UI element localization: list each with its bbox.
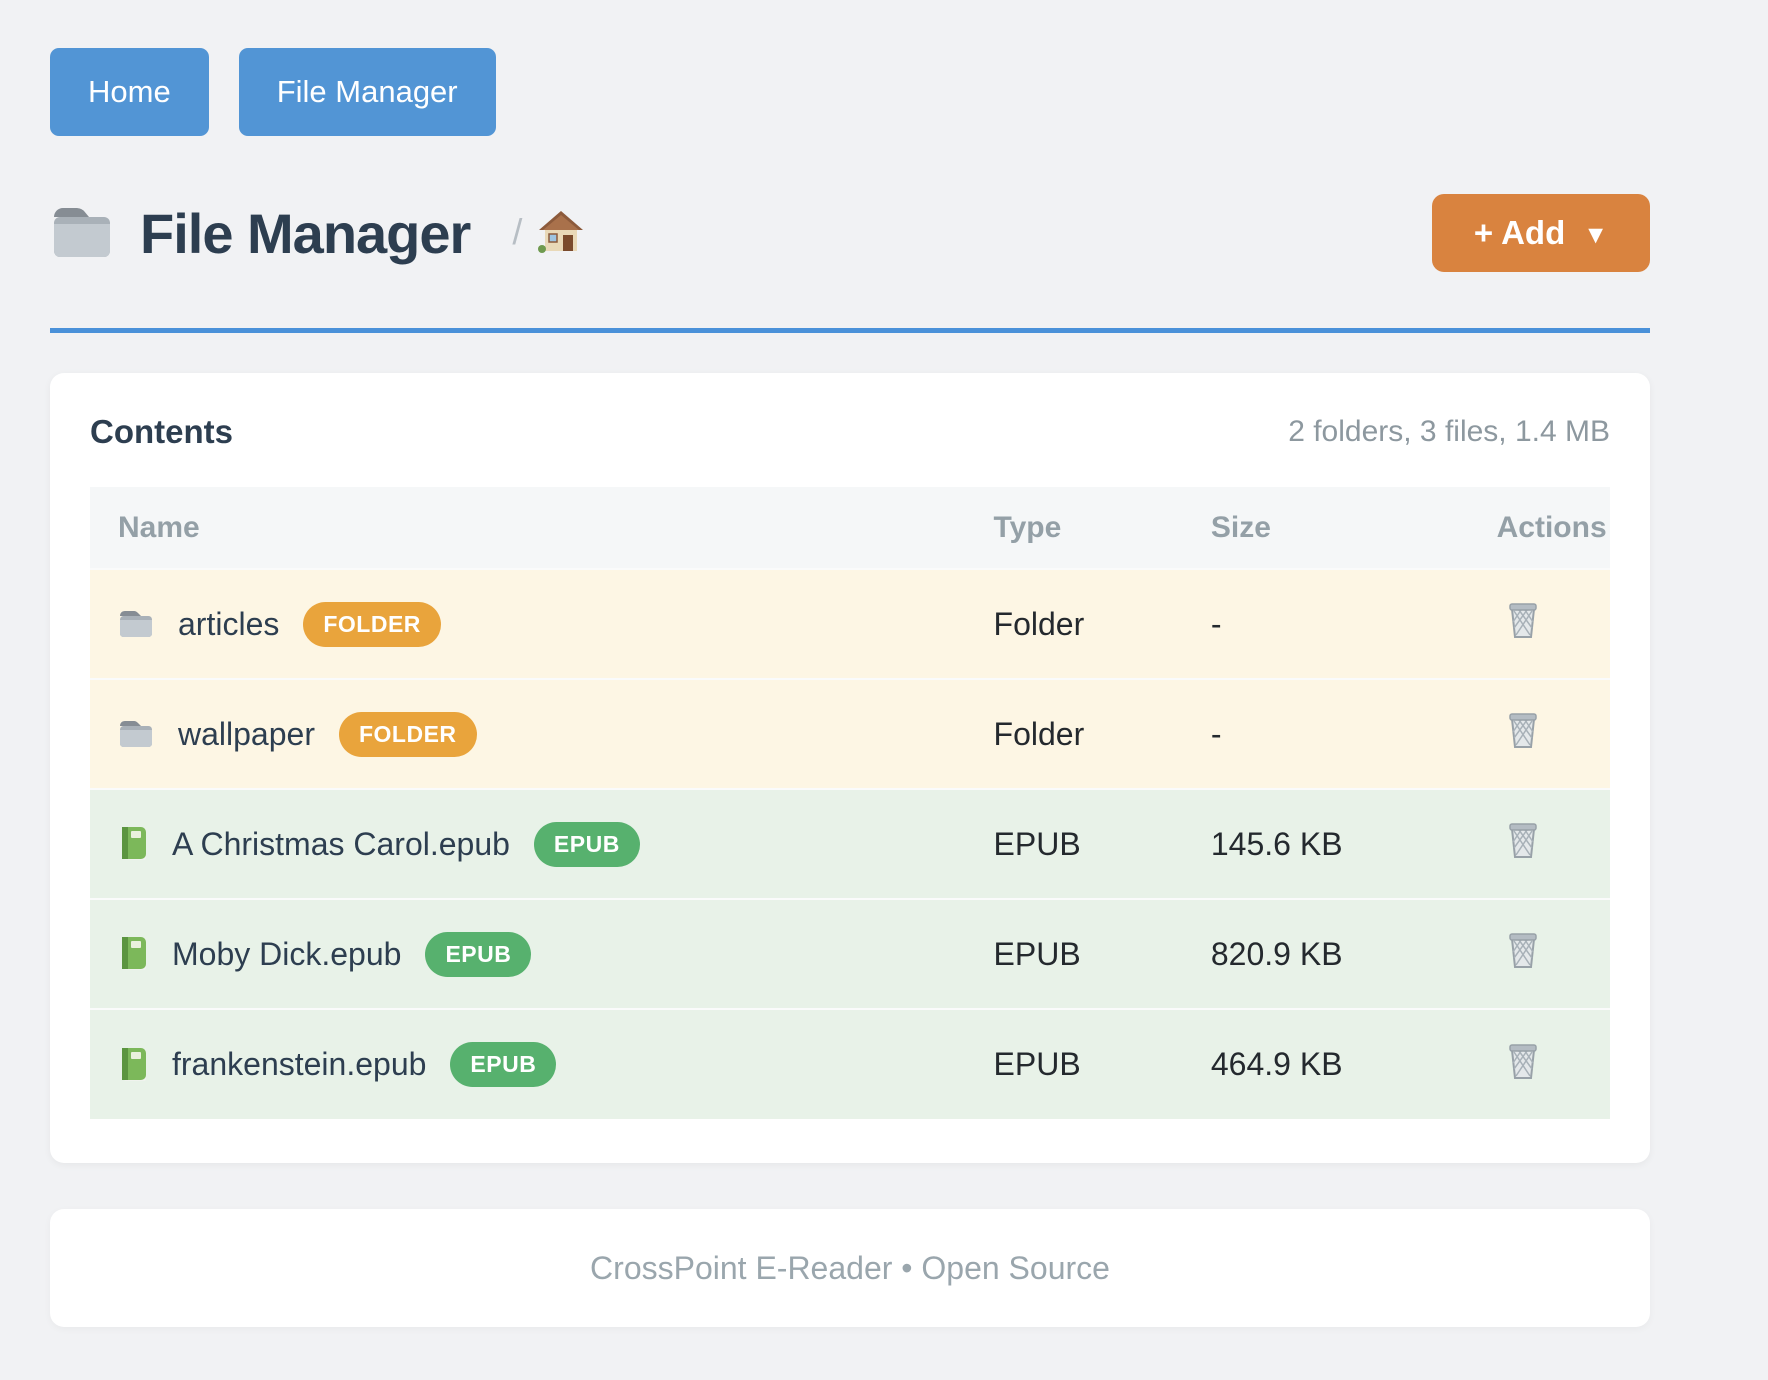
table-row: A Christmas Carol.epub EPUB EPUB 145.6 K… (90, 789, 1610, 899)
file-table-body: articles FOLDER Folder - (90, 569, 1610, 1119)
trash-icon (1507, 821, 1539, 859)
size-cell: 145.6 KB (1183, 789, 1469, 899)
type-cell: Folder (966, 569, 1183, 679)
contents-summary: 2 folders, 3 files, 1.4 MB (1288, 415, 1610, 449)
type-badge: EPUB (534, 822, 640, 867)
type-cell: EPUB (966, 899, 1183, 1009)
page: Home File Manager File Manager / (50, 0, 1650, 1327)
home-button[interactable]: Home (50, 48, 209, 136)
file-name-link[interactable]: wallpaper (178, 716, 315, 753)
trash-icon (1507, 1042, 1539, 1080)
actions-cell (1469, 679, 1610, 789)
actions-cell (1469, 1009, 1610, 1119)
breadcrumb: / (512, 209, 584, 257)
file-name-link[interactable]: articles (178, 606, 279, 643)
delete-button[interactable] (1507, 601, 1539, 639)
chevron-down-icon: ▼ (1583, 217, 1608, 250)
type-badge: EPUB (450, 1042, 556, 1087)
table-header-row: Name Type Size Actions (90, 487, 1610, 569)
top-nav: Home File Manager (50, 48, 1650, 136)
column-header-size: Size (1183, 487, 1469, 569)
footer-text: CrossPoint E-Reader • Open Source (590, 1250, 1110, 1287)
trash-icon (1507, 931, 1539, 969)
name-cell: wallpaper FOLDER (90, 679, 966, 789)
actions-cell (1469, 569, 1610, 679)
type-cell: EPUB (966, 1009, 1183, 1119)
column-header-actions: Actions (1469, 487, 1610, 569)
book-icon (118, 1047, 148, 1083)
trash-icon (1507, 601, 1539, 639)
add-button[interactable]: + Add ▼ (1432, 194, 1650, 272)
column-header-type: Type (966, 487, 1183, 569)
type-badge: FOLDER (303, 602, 441, 647)
folder-icon (118, 719, 154, 749)
book-icon (118, 826, 148, 862)
size-cell: - (1183, 569, 1469, 679)
file-manager-button[interactable]: File Manager (239, 48, 496, 136)
size-cell: 820.9 KB (1183, 899, 1469, 1009)
column-header-name: Name (90, 487, 966, 569)
title-rule (50, 328, 1650, 333)
contents-card: Contents 2 folders, 3 files, 1.4 MB Name… (50, 373, 1650, 1163)
type-cell: Folder (966, 679, 1183, 789)
page-title: File Manager / (50, 201, 584, 266)
file-table: Name Type Size Actions articles (90, 487, 1610, 1119)
file-name-link[interactable]: Moby Dick.epub (172, 936, 401, 973)
actions-cell (1469, 899, 1610, 1009)
delete-button[interactable] (1507, 1042, 1539, 1080)
home-icon[interactable] (538, 209, 584, 253)
table-row: Moby Dick.epub EPUB EPUB 820.9 KB (90, 899, 1610, 1009)
name-cell: articles FOLDER (90, 569, 966, 679)
actions-cell (1469, 789, 1610, 899)
size-cell: 464.9 KB (1183, 1009, 1469, 1119)
type-cell: EPUB (966, 789, 1183, 899)
contents-card-header: Contents 2 folders, 3 files, 1.4 MB (90, 413, 1610, 451)
name-cell: frankenstein.epub EPUB (90, 1009, 966, 1119)
page-header: File Manager / + Add ▼ (50, 194, 1650, 272)
type-badge: EPUB (425, 932, 531, 977)
contents-heading: Contents (90, 413, 233, 451)
breadcrumb-separator: / (512, 211, 522, 253)
type-badge: FOLDER (339, 712, 477, 757)
folder-icon (118, 609, 154, 639)
table-row: articles FOLDER Folder - (90, 569, 1610, 679)
table-row: wallpaper FOLDER Folder - (90, 679, 1610, 789)
size-cell: - (1183, 679, 1469, 789)
delete-button[interactable] (1507, 821, 1539, 859)
book-icon (118, 936, 148, 972)
file-name-link[interactable]: A Christmas Carol.epub (172, 826, 510, 863)
delete-button[interactable] (1507, 711, 1539, 749)
name-cell: A Christmas Carol.epub EPUB (90, 789, 966, 899)
folder-icon (50, 205, 114, 261)
footer: CrossPoint E-Reader • Open Source (50, 1209, 1650, 1327)
page-title-text: File Manager (140, 201, 470, 266)
add-button-label: + Add (1474, 214, 1565, 252)
table-row: frankenstein.epub EPUB EPUB 464.9 KB (90, 1009, 1610, 1119)
name-cell: Moby Dick.epub EPUB (90, 899, 966, 1009)
delete-button[interactable] (1507, 931, 1539, 969)
file-name-link[interactable]: frankenstein.epub (172, 1046, 426, 1083)
trash-icon (1507, 711, 1539, 749)
